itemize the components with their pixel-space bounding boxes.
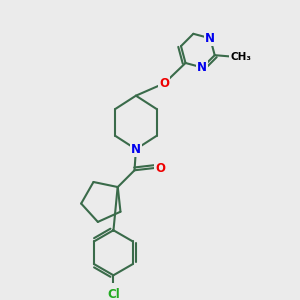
Text: N: N [205, 32, 215, 45]
Text: Cl: Cl [107, 288, 120, 300]
Text: N: N [197, 61, 207, 74]
Text: N: N [131, 143, 141, 156]
Text: CH₃: CH₃ [230, 52, 251, 61]
Text: O: O [159, 77, 170, 90]
Text: O: O [155, 161, 165, 175]
